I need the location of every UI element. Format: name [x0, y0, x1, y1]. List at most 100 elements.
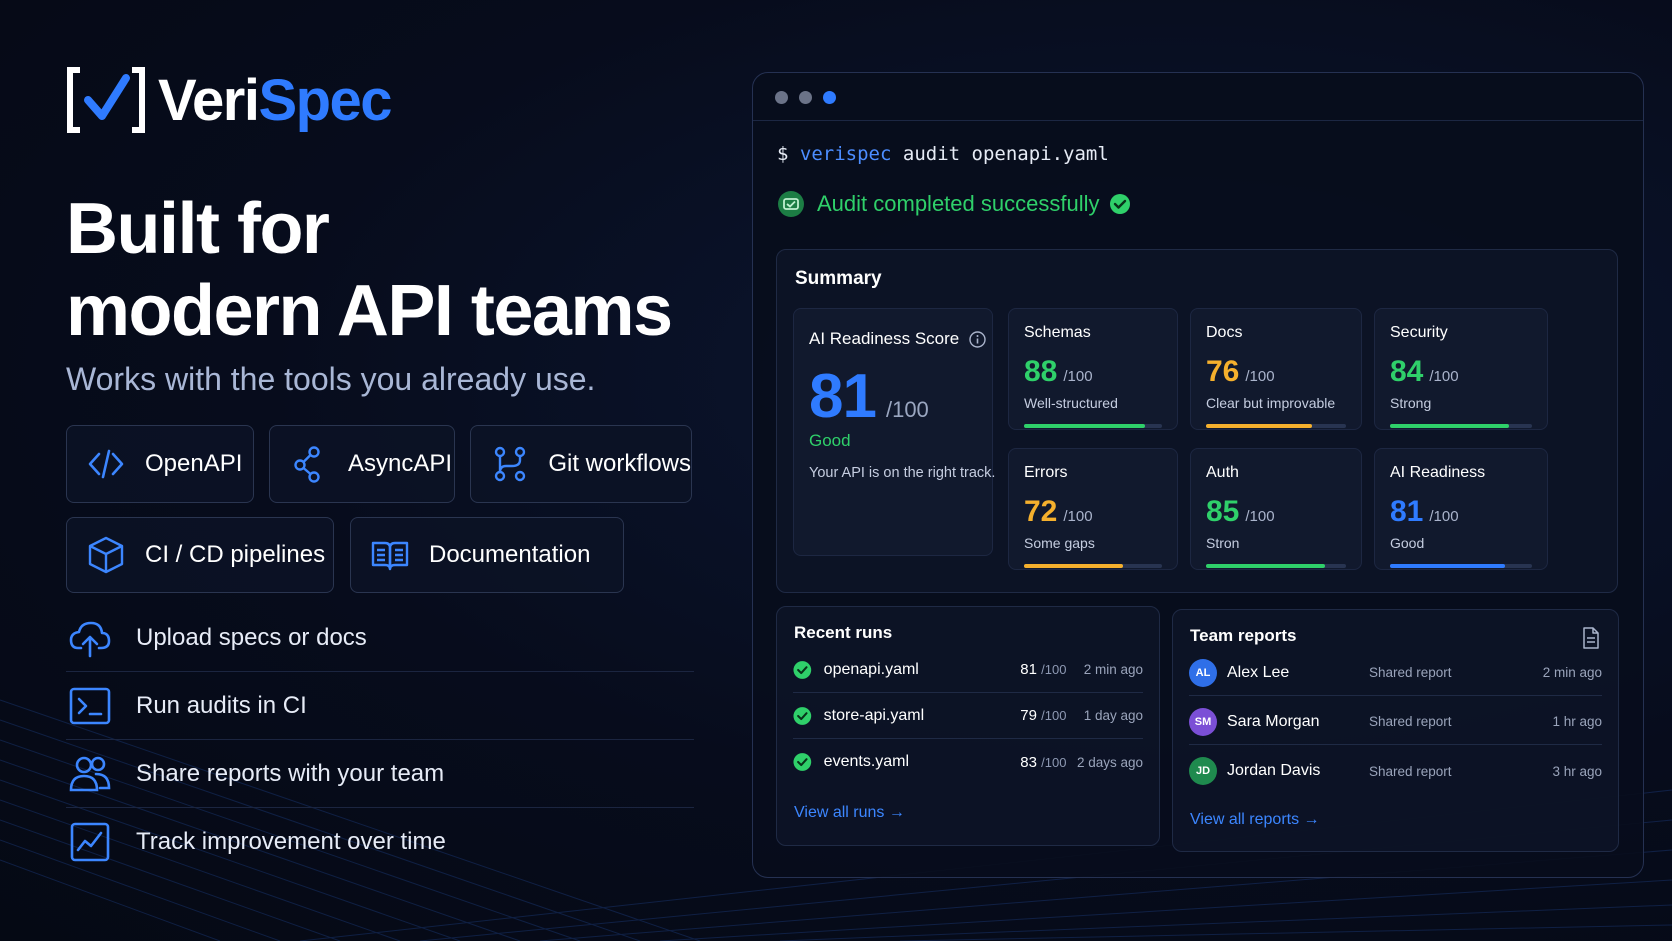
window-control-dot[interactable] [823, 91, 836, 104]
tool-chip-documentation[interactable]: Documentation [350, 517, 624, 593]
terminal-prompt: $ [777, 143, 789, 165]
metric-denominator: /100 [1429, 368, 1459, 385]
run-row[interactable]: openapi.yaml 81 /100 2 min ago [793, 647, 1143, 693]
report-user-name: Sara Morgan [1227, 712, 1320, 730]
ai-readiness-card: AI Readiness Score 81 /100 Good Your API… [793, 308, 996, 556]
report-row[interactable]: JD Jordan Davis Shared report 3 hr ago [1189, 748, 1602, 794]
metric-progress-bar [1024, 564, 1162, 568]
metric-quality: Good [1390, 535, 1425, 551]
ai-score-quality: Good [809, 431, 851, 450]
metric-value: 81 [1390, 495, 1424, 528]
check-circle-icon [793, 706, 812, 725]
tool-chip-asyncapi[interactable]: AsyncAPI [269, 425, 455, 503]
metric-card-docs: Docs 76/100 Clear but improvable [1190, 308, 1362, 430]
tool-chip-openapi[interactable]: OpenAPI [66, 425, 254, 503]
run-time: 2 days ago [1076, 754, 1143, 770]
window-control-dot[interactable] [775, 91, 788, 104]
run-score-denominator: /100 [1041, 662, 1067, 677]
document-icon[interactable] [1582, 627, 1600, 649]
ai-score-description: Your API is on the right track. [809, 465, 996, 481]
brand-name-part2: Spec [258, 67, 392, 133]
run-score: 81 /100 [982, 661, 1066, 678]
metric-title: Errors [1024, 464, 1068, 481]
hero-title: Built for modern API teams [66, 188, 673, 352]
metric-card-auth: Auth 85/100 Stron [1190, 448, 1362, 570]
terminal-command: $ verispec audit openapi.yaml [777, 143, 1109, 165]
run-score-denominator: /100 [1041, 754, 1067, 770]
terminal-args: audit openapi.yaml [902, 143, 1109, 165]
run-row[interactable]: store-api.yaml 79 /100 1 day ago [793, 693, 1143, 739]
git-branch-icon [489, 443, 530, 485]
tool-chip-label: AsyncAPI [348, 450, 453, 477]
metric-progress-bar [1390, 424, 1532, 428]
report-user-name: Jordan Davis [1227, 762, 1321, 779]
feature-track: Track improvement over time [66, 808, 694, 876]
run-score: 83 /100 [982, 754, 1066, 771]
view-all-runs-link[interactable]: View all runs → [794, 804, 905, 821]
ai-score-label-text: AI Readiness Score [809, 329, 960, 348]
check-circle-icon [793, 753, 812, 771]
check-circle-icon [1110, 194, 1131, 214]
feature-upload: Upload specs or docs [66, 604, 694, 672]
run-row[interactable]: events.yaml 83 /100 2 days ago [793, 739, 1143, 785]
app-window: $ verispec audit openapi.yaml Audit comp… [752, 72, 1644, 878]
report-row[interactable]: AL Alex Lee Shared report 2 min ago [1189, 650, 1602, 696]
report-action: Shared report [1369, 714, 1452, 729]
summary-title: Summary [795, 268, 882, 289]
run-score-value: 79 [1020, 707, 1037, 724]
report-time: 2 min ago [1542, 665, 1602, 680]
feature-label: Track improvement over time [136, 828, 446, 855]
report-time: 3 hr ago [1552, 763, 1602, 779]
metric-value: 88 [1024, 355, 1058, 388]
metric-denominator: /100 [1063, 368, 1093, 385]
report-action: Shared report [1369, 665, 1452, 680]
metric-progress-bar [1206, 424, 1346, 428]
feature-label: Upload specs or docs [136, 623, 367, 651]
audit-status: Audit completed successfully [777, 190, 1131, 218]
metric-denominator: /100 [1063, 508, 1093, 525]
run-score: 79 /100 [982, 707, 1066, 724]
status-badge-icon [778, 191, 804, 217]
run-score-denominator: /100 [1041, 708, 1067, 723]
tool-chip-label: OpenAPI [145, 450, 243, 477]
feature-audits: Run audits in CI [66, 672, 694, 740]
metric-quality: Stron [1206, 535, 1240, 551]
tool-chip-ci-cd[interactable]: CI / CD pipelines [66, 517, 334, 593]
ai-score-label: AI Readiness Score [809, 329, 986, 349]
metric-card-errors: Errors 72/100 Some gaps [1008, 448, 1178, 570]
run-score-value: 83 [1020, 753, 1037, 771]
metric-progress-bar [1024, 424, 1162, 428]
check-circle-icon [793, 660, 812, 679]
metric-progress-fill [1206, 424, 1313, 428]
hero-title-line2: modern API teams [66, 271, 673, 351]
team-reports-title: Team reports [1190, 626, 1297, 645]
recent-runs-card: Recent runs openapi.yaml 81 /100 2 min a… [776, 606, 1160, 846]
ai-score-denominator: /100 [885, 397, 929, 422]
metric-denominator: /100 [1429, 508, 1459, 525]
metric-value: 85 [1206, 495, 1240, 528]
run-filename: events.yaml [823, 753, 910, 770]
tool-chip-git-workflows[interactable]: Git workflows [470, 425, 692, 503]
cube-icon [85, 534, 127, 576]
tool-chip-label: Documentation [429, 541, 591, 568]
team-reports-card: Team reports AL Alex Lee Shared report 2… [1172, 609, 1619, 852]
report-row[interactable]: SM Sara Morgan Shared report 1 hr ago [1189, 699, 1602, 745]
metric-card-security: Security 84/100 Strong [1374, 308, 1548, 430]
window-control-dot[interactable] [799, 91, 812, 104]
metric-value: 84 [1390, 355, 1424, 388]
info-icon[interactable] [969, 330, 986, 348]
code-brackets-icon [85, 443, 127, 485]
avatar: SM [1189, 707, 1217, 736]
view-all-reports-link[interactable]: View all reports → [1190, 811, 1320, 828]
metric-value: 72 [1024, 495, 1058, 528]
trend-chart-icon [66, 818, 114, 866]
run-time: 1 day ago [1083, 708, 1143, 723]
report-user-name: Alex Lee [1227, 663, 1290, 681]
check-bracket-icon [67, 67, 145, 133]
metric-card-schemas: Schemas 88/100 Well-structured [1008, 308, 1178, 430]
metric-progress-fill [1390, 564, 1506, 568]
run-filename: openapi.yaml [823, 660, 919, 678]
terminal-icon [66, 682, 114, 730]
share-nodes-icon [288, 443, 330, 485]
tool-chip-label: CI / CD pipelines [145, 541, 326, 568]
